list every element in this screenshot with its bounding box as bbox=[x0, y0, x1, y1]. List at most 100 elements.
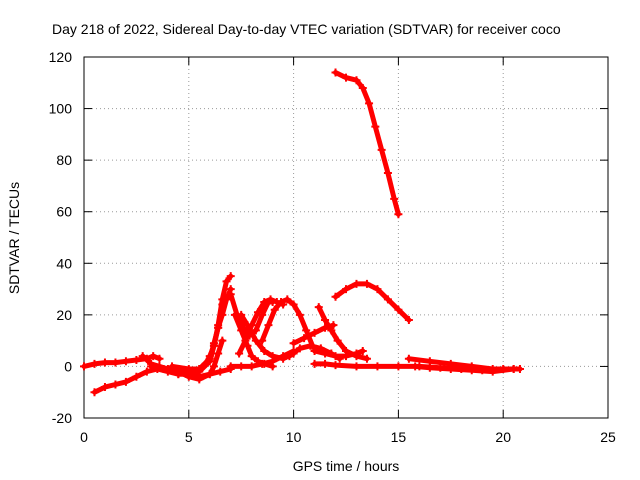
axis-ticks: 0 5 10 15 20 25 -20 0 20 40 60 80 100 120 bbox=[49, 49, 616, 445]
data-point bbox=[218, 336, 227, 345]
data-point bbox=[205, 370, 214, 379]
series-trace bbox=[333, 70, 401, 217]
data-point bbox=[327, 326, 336, 335]
data-point bbox=[195, 375, 204, 384]
data-point bbox=[333, 336, 342, 345]
y-tick-label: 0 bbox=[64, 358, 72, 374]
data-point bbox=[411, 362, 420, 371]
y-tick-label: 40 bbox=[56, 255, 72, 271]
series-track-20 bbox=[331, 68, 403, 219]
data-point bbox=[100, 383, 109, 392]
x-tick-label: 25 bbox=[600, 429, 616, 445]
series-track-12 bbox=[235, 295, 288, 358]
x-tick-label: 15 bbox=[391, 429, 407, 445]
data-point bbox=[295, 310, 304, 319]
data-point bbox=[209, 339, 218, 348]
data-point bbox=[289, 300, 298, 309]
data-point bbox=[390, 194, 399, 203]
y-tick-label: -20 bbox=[52, 410, 72, 426]
data-point bbox=[331, 292, 340, 301]
series-track-22 bbox=[411, 362, 518, 376]
y-tick-label: 80 bbox=[56, 152, 72, 168]
data-point bbox=[155, 362, 164, 371]
data-point bbox=[222, 295, 231, 304]
data-point bbox=[425, 363, 434, 372]
data-point bbox=[394, 362, 403, 371]
data-point bbox=[195, 365, 204, 374]
data-point bbox=[270, 305, 279, 314]
data-point bbox=[342, 352, 350, 361]
data-point bbox=[132, 372, 141, 381]
data-point bbox=[342, 73, 350, 82]
data-point bbox=[253, 308, 262, 317]
data-point bbox=[321, 359, 330, 368]
data-point bbox=[205, 354, 214, 363]
data-point bbox=[214, 323, 223, 332]
data-point bbox=[394, 210, 403, 219]
data-point bbox=[331, 352, 340, 361]
y-tick-label: 20 bbox=[56, 307, 72, 323]
data-point bbox=[295, 344, 304, 353]
data-point bbox=[80, 362, 88, 371]
data-point bbox=[377, 145, 386, 154]
data-point bbox=[138, 352, 147, 361]
data-point bbox=[352, 279, 361, 288]
data-point bbox=[239, 323, 248, 332]
data-point bbox=[214, 349, 223, 358]
data-point bbox=[331, 68, 340, 77]
data-point bbox=[226, 272, 235, 281]
data-point bbox=[371, 122, 380, 131]
data-point bbox=[218, 310, 227, 319]
data-point bbox=[142, 367, 151, 376]
y-tick-label: 100 bbox=[49, 101, 73, 117]
data-point bbox=[300, 334, 309, 343]
data-point bbox=[314, 303, 323, 312]
data-points bbox=[80, 68, 524, 397]
data-point bbox=[331, 361, 340, 370]
data-point bbox=[362, 279, 371, 288]
data-point bbox=[310, 359, 319, 368]
data-point bbox=[321, 349, 330, 358]
data-point bbox=[383, 169, 392, 178]
series-track-7 bbox=[184, 285, 235, 376]
data-point bbox=[283, 295, 292, 304]
data-point bbox=[285, 352, 294, 361]
data-point bbox=[306, 341, 315, 350]
data-point bbox=[404, 354, 413, 363]
data-point bbox=[467, 366, 476, 375]
data-point bbox=[310, 328, 319, 337]
data-point bbox=[237, 310, 246, 319]
data-point bbox=[373, 362, 382, 371]
series-track-13 bbox=[258, 295, 317, 350]
data-point bbox=[121, 357, 130, 366]
data-point bbox=[258, 336, 267, 345]
data-point bbox=[394, 305, 403, 314]
data-point bbox=[365, 99, 374, 108]
data-point bbox=[163, 365, 172, 374]
data-point bbox=[247, 362, 256, 371]
data-point bbox=[132, 355, 141, 364]
data-point bbox=[279, 354, 288, 363]
y-tick-label: 60 bbox=[56, 204, 72, 220]
data-point bbox=[383, 295, 392, 304]
data-point bbox=[90, 388, 99, 397]
y-tick-label: 120 bbox=[49, 49, 73, 65]
data-point bbox=[268, 352, 277, 361]
data-point bbox=[352, 76, 361, 85]
data-point bbox=[237, 362, 246, 371]
data-point bbox=[321, 316, 330, 325]
x-tick-label: 20 bbox=[495, 429, 511, 445]
data-point bbox=[289, 339, 298, 348]
series-trace bbox=[175, 273, 234, 377]
x-tick-label: 0 bbox=[80, 429, 88, 445]
data-point bbox=[251, 326, 260, 335]
data-point bbox=[310, 346, 319, 355]
data-point bbox=[488, 367, 497, 376]
data-point bbox=[260, 297, 269, 306]
data-point bbox=[241, 336, 250, 345]
data-point bbox=[168, 362, 177, 371]
data-point bbox=[111, 358, 120, 367]
data-point bbox=[362, 354, 371, 363]
data-point bbox=[352, 362, 361, 371]
data-point bbox=[247, 321, 256, 330]
